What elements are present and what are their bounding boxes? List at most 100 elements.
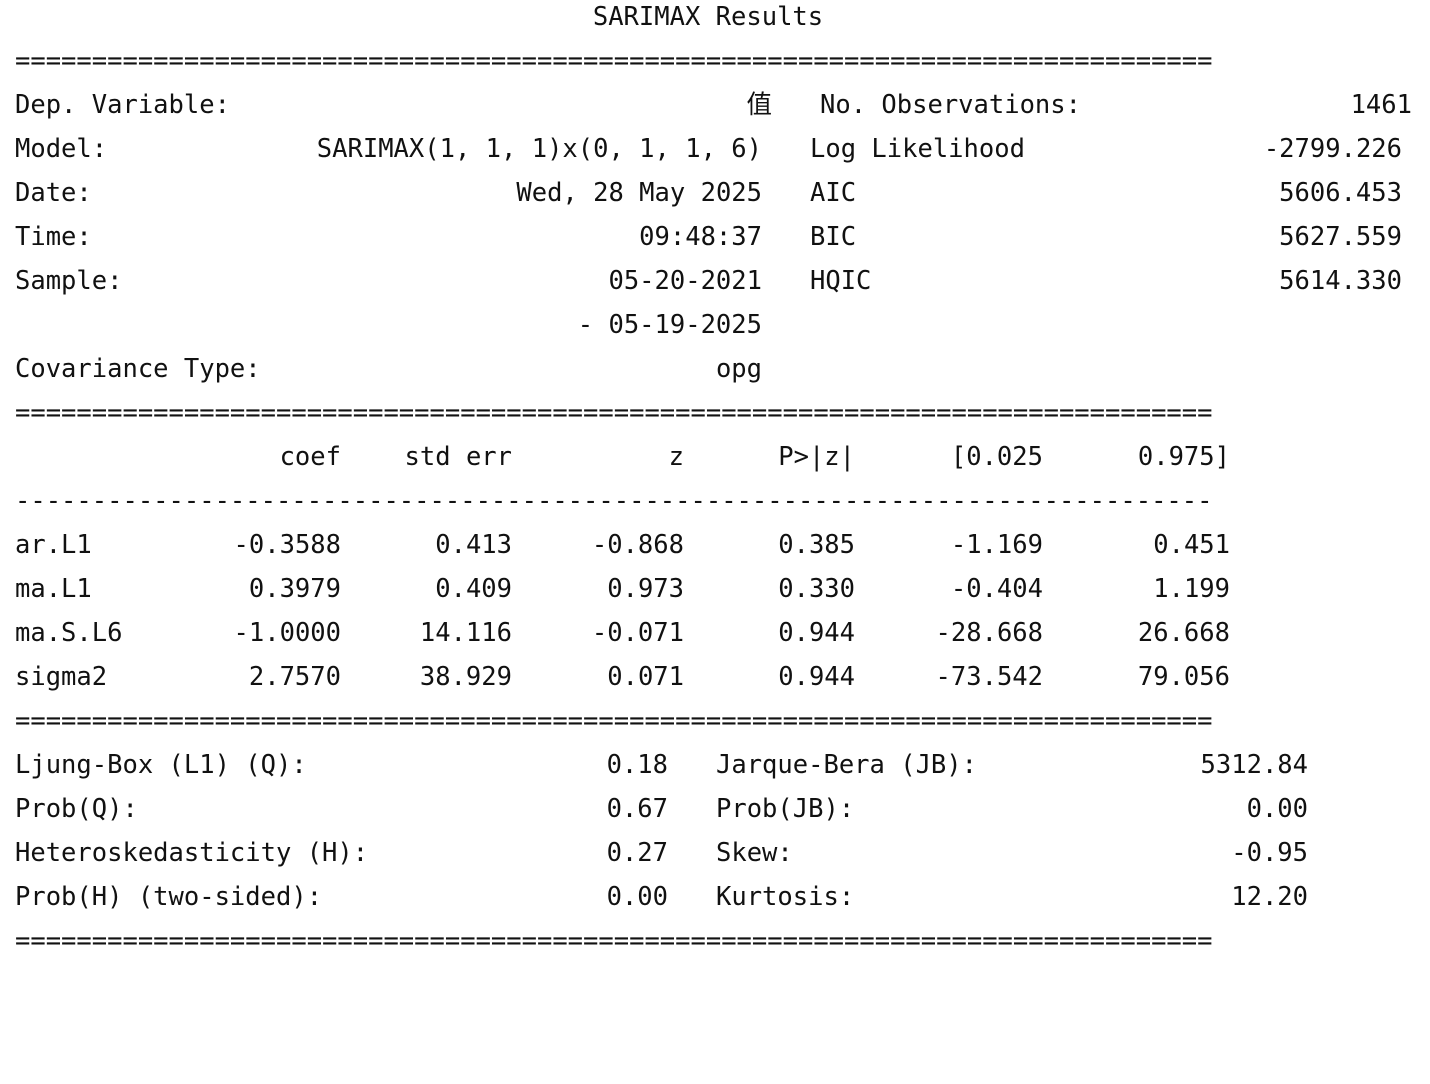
param-coef: -1.0000 xyxy=(233,618,341,648)
prob-q-label: Prob(Q): xyxy=(15,794,138,824)
param-std-err: 14.116 xyxy=(419,618,512,648)
log-likelihood-value: -2799.226 xyxy=(1263,134,1402,164)
sample-label: Sample: xyxy=(15,266,123,296)
diagnostic-row: Ljung-Box (L1) (Q): 0.18 Jarque-Bera (JB… xyxy=(15,748,1308,792)
bic-label: BIC xyxy=(810,222,857,252)
single-rule: ----------------------------------------… xyxy=(15,486,1213,516)
time-value: 09:48:37 xyxy=(639,222,762,252)
col-header-z: z xyxy=(668,442,684,472)
info-row: Model: SARIMAX(1, 1, 1)x(0, 1, 1, 6) Log… xyxy=(15,132,1402,176)
param-std-err: 38.929 xyxy=(419,662,512,692)
dep-variable-label: Dep. Variable: xyxy=(15,90,230,120)
time-label: Time: xyxy=(15,222,92,252)
param-ci-upper: 79.056 xyxy=(1137,662,1230,692)
info-row: Time: 09:48:37 BIC 5627.559 xyxy=(15,220,1402,264)
param-ci-upper: 26.668 xyxy=(1137,618,1230,648)
rule-row: ----------------------------------------… xyxy=(15,484,1212,528)
no-observations-label: No. Observations: xyxy=(820,90,1081,120)
covariance-type-value: opg xyxy=(715,354,762,384)
param-ci-lower: -0.404 xyxy=(950,574,1043,604)
date-value: Wed, 28 May 2025 xyxy=(516,178,762,208)
rule-row: ========================================… xyxy=(15,704,1212,748)
info-row: - 05-19-2025 xyxy=(15,308,762,352)
diagnostic-row: Prob(Q): 0.67 Prob(JB): 0.00 xyxy=(15,792,1308,836)
hqic-value: 5614.330 xyxy=(1279,266,1402,296)
col-header-ci-upper: 0.975] xyxy=(1137,442,1230,472)
kurtosis-label: Kurtosis: xyxy=(716,882,855,912)
summary-output: SARIMAX Results ========================… xyxy=(15,0,1425,966)
bic-value: 5627.559 xyxy=(1279,222,1402,252)
ljung-box-value: 0.18 xyxy=(606,750,668,780)
heteroskedasticity-value: 0.27 xyxy=(606,838,668,868)
param-coef: -0.3588 xyxy=(233,530,341,560)
param-name: sigma2 xyxy=(15,662,108,692)
table-row: ma.L1 0.3979 0.409 0.973 0.330 -0.404 1.… xyxy=(15,572,1230,616)
col-header-std-err: std err xyxy=(404,442,512,472)
col-header-ci-lower: [0.025 xyxy=(950,442,1043,472)
model-label: Model: xyxy=(15,134,108,164)
info-row: Sample: 05-20-2021 HQIC 5614.330 xyxy=(15,264,1402,308)
param-p-value: 0.944 xyxy=(778,618,855,648)
double-rule-top: ========================================… xyxy=(15,46,1213,76)
date-label: Date: xyxy=(15,178,92,208)
param-ci-upper: 0.451 xyxy=(1153,530,1230,560)
prob-h-value: 0.00 xyxy=(606,882,668,912)
param-name: ma.S.L6 xyxy=(15,618,123,648)
no-observations-value: 1461 xyxy=(1350,90,1412,120)
summary-title: SARIMAX Results xyxy=(592,2,824,32)
sample-start-value: 05-20-2021 xyxy=(608,266,762,296)
jarque-bera-value: 5312.84 xyxy=(1200,750,1308,780)
col-header-coef: coef xyxy=(279,442,341,472)
param-z: 0.071 xyxy=(607,662,684,692)
param-ci-lower: -28.668 xyxy=(935,618,1043,648)
param-z: 0.973 xyxy=(607,574,684,604)
table-row: ar.L1 -0.3588 0.413 -0.868 0.385 -1.169 … xyxy=(15,528,1230,572)
info-row: Covariance Type: opg xyxy=(15,352,762,396)
param-ci-lower: -73.542 xyxy=(935,662,1043,692)
param-ci-upper: 1.199 xyxy=(1153,574,1230,604)
info-row: Date: Wed, 28 May 2025 AIC 5606.453 xyxy=(15,176,1402,220)
ljung-box-label: Ljung-Box (L1) (Q): xyxy=(15,750,307,780)
params-header-row: coef std err z P>|z| [0.025 0.975] xyxy=(15,440,1230,484)
param-coef: 0.3979 xyxy=(248,574,341,604)
model-value: SARIMAX(1, 1, 1)x(0, 1, 1, 6) xyxy=(316,134,762,164)
log-likelihood-label: Log Likelihood xyxy=(810,134,1025,164)
prob-jb-label: Prob(JB): xyxy=(716,794,855,824)
hqic-label: HQIC xyxy=(810,266,872,296)
jarque-bera-label: Jarque-Bera (JB): xyxy=(716,750,977,780)
aic-label: AIC xyxy=(810,178,857,208)
param-p-value: 0.385 xyxy=(778,530,855,560)
summary-title-row: SARIMAX Results xyxy=(15,0,1401,44)
param-std-err: 0.409 xyxy=(435,574,512,604)
rule-row: ========================================… xyxy=(15,924,1212,968)
sample-end-value: - 05-19-2025 xyxy=(577,310,762,340)
prob-jb-value: 0.00 xyxy=(1246,794,1308,824)
param-coef: 2.7570 xyxy=(248,662,341,692)
prob-q-value: 0.67 xyxy=(606,794,668,824)
prob-h-label: Prob(H) (two-sided): xyxy=(15,882,323,912)
kurtosis-value: 12.20 xyxy=(1231,882,1308,912)
double-rule-bottom: ========================================… xyxy=(15,926,1213,956)
covariance-type-label: Covariance Type: xyxy=(15,354,261,384)
param-std-err: 0.413 xyxy=(435,530,512,560)
rule-row: ========================================… xyxy=(15,44,1212,88)
info-row: Dep. Variable: 值 No. Observations: 1461 xyxy=(15,88,1412,132)
skew-value: -0.95 xyxy=(1231,838,1308,868)
diagnostic-row: Prob(H) (two-sided): 0.00 Kurtosis: 12.2… xyxy=(15,880,1308,924)
table-row: sigma2 2.7570 38.929 0.071 0.944 -73.542… xyxy=(15,660,1230,704)
diagnostic-row: Heteroskedasticity (H): 0.27 Skew: -0.95 xyxy=(15,836,1308,880)
col-header-p-value: P>|z| xyxy=(778,442,855,472)
rule-row: ========================================… xyxy=(15,396,1212,440)
skew-label: Skew: xyxy=(716,838,793,868)
param-p-value: 0.330 xyxy=(778,574,855,604)
aic-value: 5606.453 xyxy=(1279,178,1402,208)
param-z: -0.071 xyxy=(591,618,684,648)
dep-variable-value: 值 xyxy=(746,90,772,120)
double-rule-params: ========================================… xyxy=(15,398,1213,428)
param-name: ar.L1 xyxy=(15,530,92,560)
param-p-value: 0.944 xyxy=(778,662,855,692)
param-name: ma.L1 xyxy=(15,574,92,604)
heteroskedasticity-label: Heteroskedasticity (H): xyxy=(15,838,369,868)
param-ci-lower: -1.169 xyxy=(950,530,1043,560)
table-row: ma.S.L6 -1.0000 14.116 -0.071 0.944 -28.… xyxy=(15,616,1230,660)
